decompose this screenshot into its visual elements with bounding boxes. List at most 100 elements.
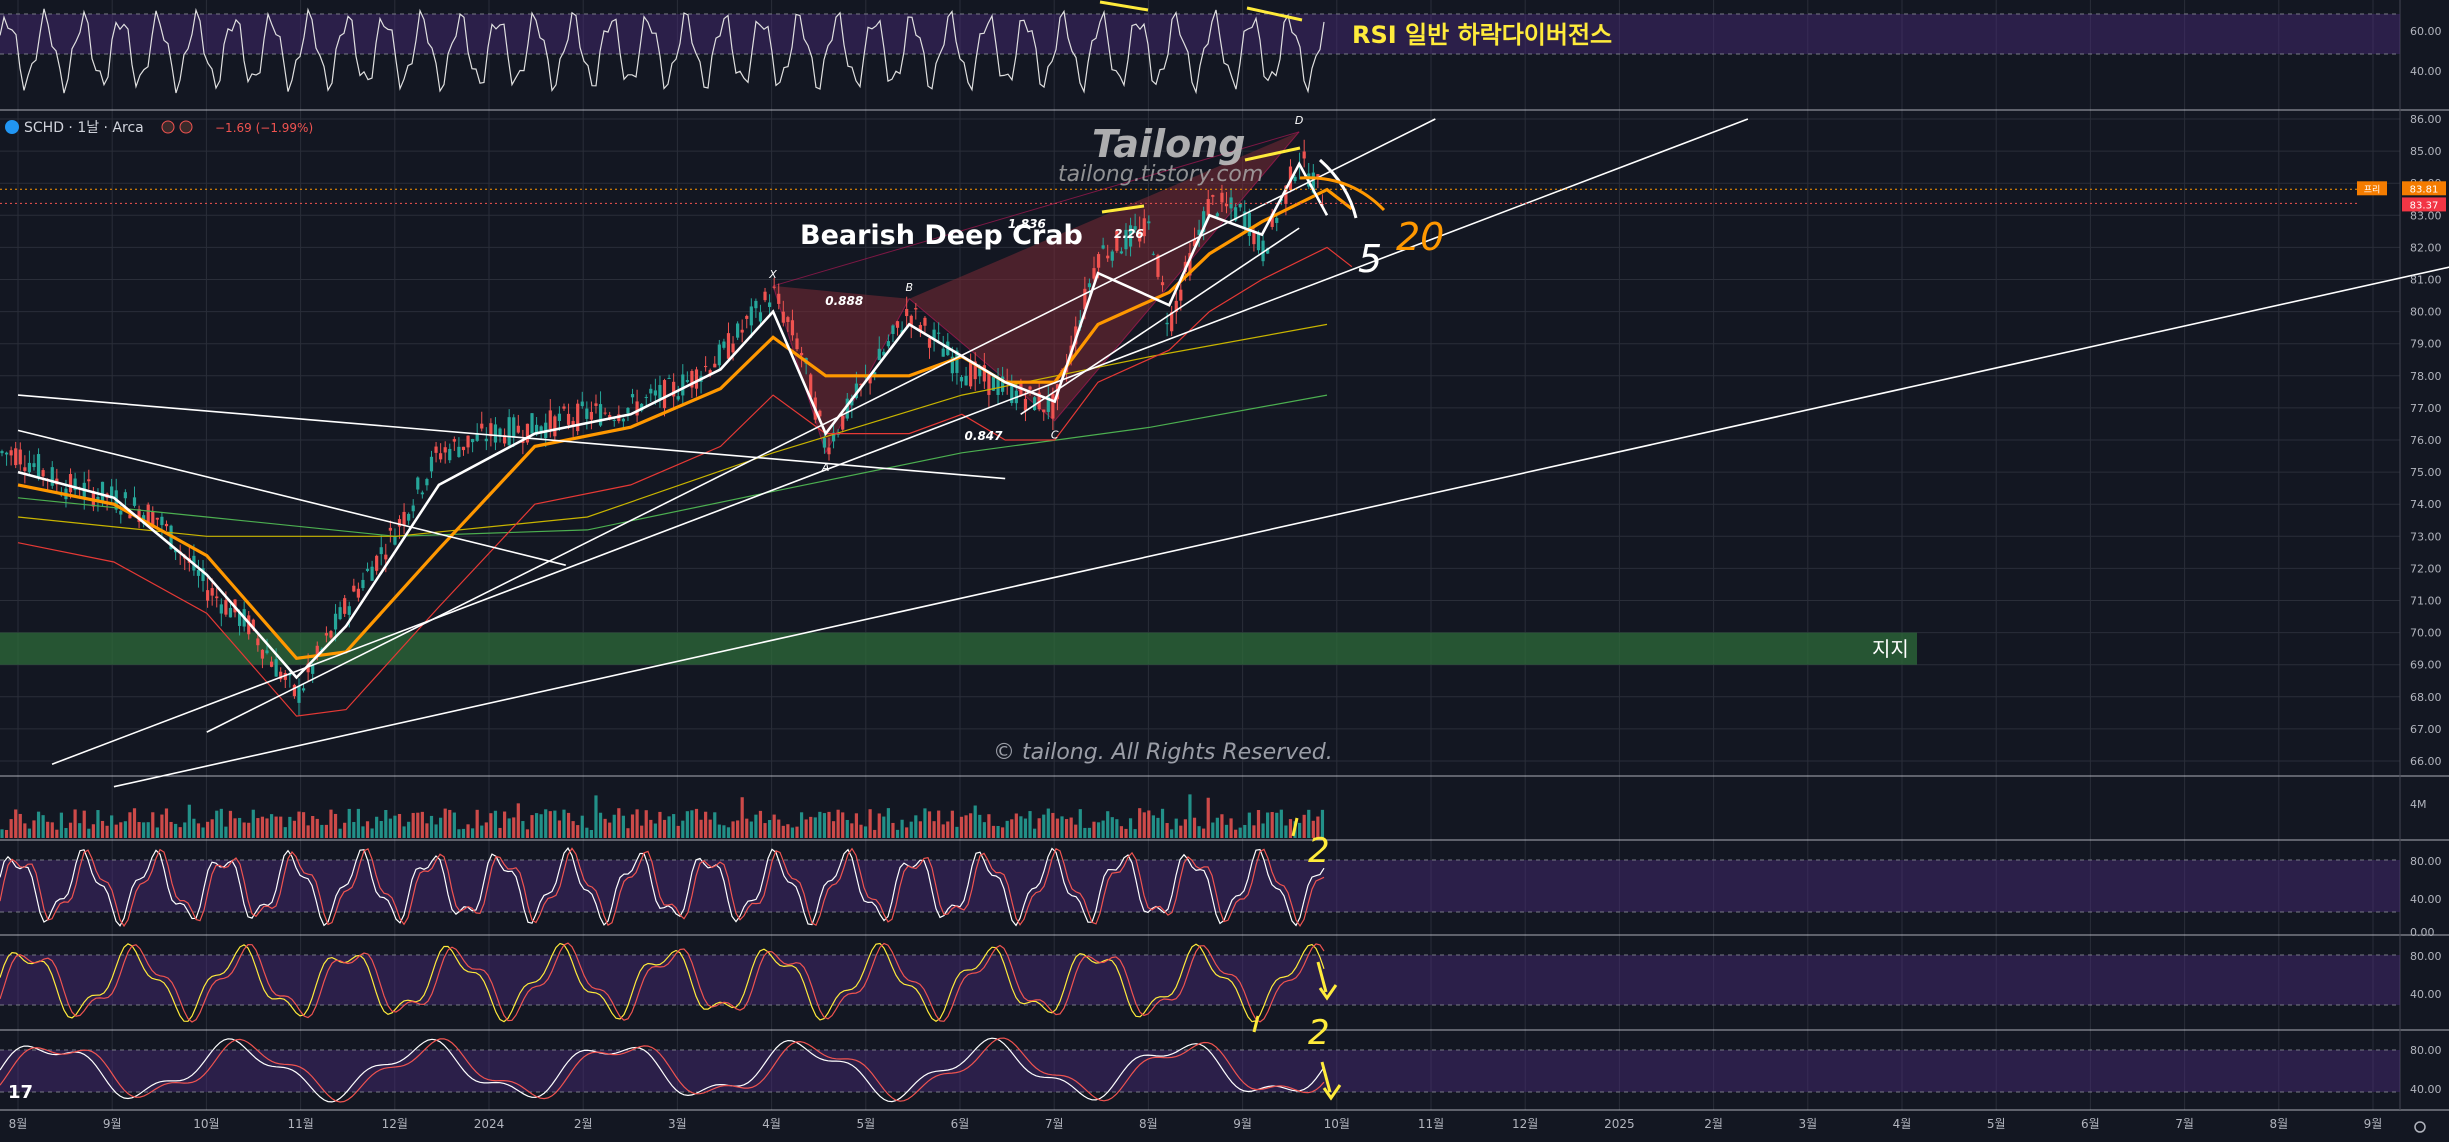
candle-body xyxy=(557,413,562,422)
volume-bar xyxy=(416,812,420,838)
candle-body xyxy=(978,367,982,377)
time-tick-label: 3월 xyxy=(1798,1117,1817,1131)
candle-body xyxy=(630,394,635,398)
volume-bar xyxy=(411,812,415,838)
volume-bar xyxy=(1160,808,1165,838)
candle-body xyxy=(1293,176,1297,182)
volume-bar xyxy=(736,820,740,838)
candle-body xyxy=(1238,203,1242,208)
volume-bar xyxy=(726,827,731,838)
hand-number-2a: 2 xyxy=(1308,831,1330,871)
candle-body xyxy=(448,448,452,461)
volume-bar xyxy=(502,811,507,838)
volume-bar xyxy=(900,819,904,838)
time-tick-label: 8월 xyxy=(1139,1117,1158,1131)
volume-bar xyxy=(1179,825,1183,838)
candle-body xyxy=(1206,199,1210,216)
candle-body xyxy=(873,372,877,376)
volume-bar xyxy=(571,821,575,838)
volume-bar xyxy=(498,827,502,838)
price-panel[interactable]: X A B C D 0.888 0.847 1.836 2.26 xyxy=(0,114,2449,788)
volume-bar xyxy=(1320,809,1325,838)
candle-body xyxy=(420,492,424,495)
volume-bar xyxy=(14,809,18,838)
candle-body xyxy=(658,384,662,399)
volume-bar xyxy=(1183,819,1187,838)
volume-bar xyxy=(82,810,86,838)
time-tick-label: 8월 xyxy=(2269,1117,2288,1131)
candle-body xyxy=(704,365,708,368)
volume-bar xyxy=(1078,809,1082,838)
volume-bar xyxy=(397,813,402,838)
volume-bar xyxy=(347,808,351,838)
pattern-point-label: B xyxy=(905,281,913,294)
price-tick-label: 72.00 xyxy=(2410,562,2442,575)
price-tick-label: 77.00 xyxy=(2410,402,2442,415)
volume-bar xyxy=(4,829,9,838)
volume-bar xyxy=(562,809,566,838)
indicator-band xyxy=(0,860,2400,912)
candle-body xyxy=(1042,409,1046,413)
candle-body xyxy=(932,329,936,340)
candle-body xyxy=(407,513,411,521)
volume-bar xyxy=(781,825,785,838)
volume-bar xyxy=(201,827,205,838)
volume-bar xyxy=(946,821,950,838)
candle-body xyxy=(882,351,886,356)
candle-body xyxy=(1101,245,1105,249)
volume-bar xyxy=(365,821,370,838)
time-tick-label: 9월 xyxy=(103,1117,122,1131)
candle-body xyxy=(1046,396,1050,412)
candle-body xyxy=(786,317,790,322)
candle-body xyxy=(644,396,648,398)
hand-number-20: 20 xyxy=(1396,215,1444,259)
volume-bar xyxy=(1298,822,1302,838)
alert-icon xyxy=(179,120,193,134)
candle-body xyxy=(1284,185,1288,204)
stoch-d-line xyxy=(0,847,1325,928)
volume-bar xyxy=(717,824,721,838)
divergence-highlight xyxy=(1101,204,1145,214)
time-tick-label: 6월 xyxy=(2081,1117,2100,1131)
time-tick-label: 9월 xyxy=(1233,1117,1252,1131)
volume-bar xyxy=(1284,825,1288,838)
candle-body xyxy=(297,685,301,703)
volume-bar xyxy=(1261,823,1265,838)
candle-body xyxy=(1202,211,1206,232)
volume-bar xyxy=(461,828,466,838)
volume-bar xyxy=(955,826,959,838)
volume-bar xyxy=(685,811,689,838)
volume-bar xyxy=(850,823,854,838)
candle-body xyxy=(905,308,909,317)
pattern-ratio-label: 2.26 xyxy=(1114,227,1144,241)
candle-body xyxy=(530,413,534,434)
volume-bar xyxy=(918,821,922,838)
volume-bar xyxy=(905,827,909,838)
volume-bar xyxy=(804,819,808,838)
candle-body xyxy=(265,650,269,654)
candle-body xyxy=(434,446,438,453)
volume-bar xyxy=(1069,817,1073,838)
volume-bar xyxy=(608,822,612,838)
volume-bar xyxy=(128,812,132,838)
candle-body xyxy=(685,380,689,382)
time-tick-label: 6월 xyxy=(951,1117,970,1131)
volume-bar xyxy=(384,809,388,838)
time-tick-label: 10월 xyxy=(1324,1117,1350,1131)
volume-bar xyxy=(178,827,182,838)
volume-bar xyxy=(137,822,141,838)
candle-body xyxy=(1170,312,1174,332)
candle-body xyxy=(1220,192,1224,203)
candle-body xyxy=(1174,300,1178,312)
price-tick-label: 82.00 xyxy=(2410,241,2442,254)
volume-bar xyxy=(169,821,173,838)
indicator-tick-label: 40.00 xyxy=(2410,893,2442,906)
candle-body xyxy=(612,419,616,421)
volume-bar xyxy=(425,823,429,838)
price-tick-label: 79.00 xyxy=(2410,338,2442,351)
candle-body xyxy=(32,463,36,468)
price-tick-label: 69.00 xyxy=(2410,659,2442,672)
volume-bar xyxy=(1243,824,1247,838)
candle-body xyxy=(918,325,922,332)
candle-body xyxy=(1188,253,1192,276)
